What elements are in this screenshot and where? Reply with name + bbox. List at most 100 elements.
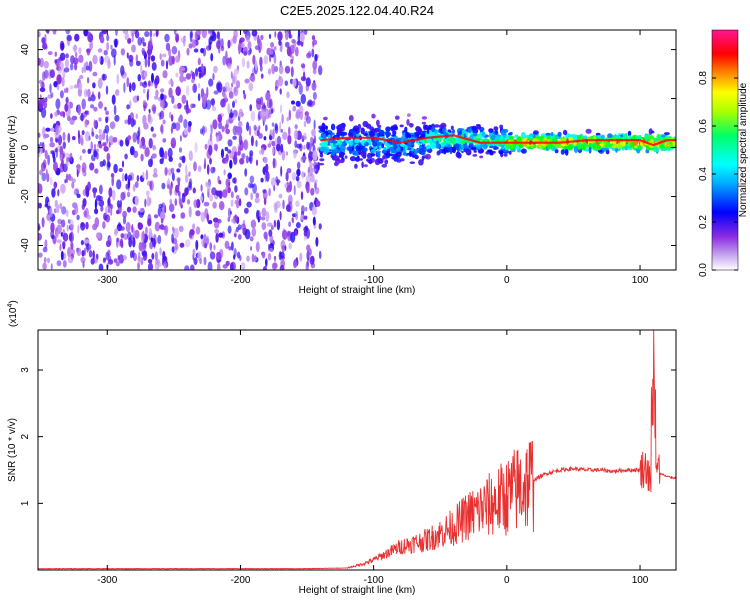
heatmap-cell (407, 113, 411, 117)
heatmap-cell (183, 128, 188, 136)
heatmap-cell (89, 162, 95, 171)
heatmap-cell (116, 209, 120, 215)
x-tick-label: -300 (97, 275, 117, 286)
heatmap-cell (171, 246, 175, 253)
heatmap-cell (93, 143, 97, 150)
heatmap-cell (408, 133, 412, 139)
heatmap-cell (180, 212, 186, 219)
heatmap-cell (596, 144, 602, 151)
heatmap-cell (148, 158, 153, 168)
heatmap-cell (171, 95, 175, 104)
heatmap-cell (344, 155, 348, 159)
heatmap-cell (57, 189, 60, 197)
heatmap-cell (248, 125, 252, 136)
heatmap-cell (70, 242, 74, 250)
heatmap-cell (76, 214, 80, 221)
heatmap-cell (217, 262, 221, 270)
heatmap-cell (205, 45, 211, 51)
heatmap-cell (195, 210, 201, 217)
heatmap-cell (214, 229, 220, 234)
heatmap-cell (50, 92, 54, 98)
heatmap-cell (384, 131, 390, 134)
heatmap-cell (171, 233, 175, 244)
heatmap-cell (132, 119, 137, 126)
heatmap-cell (280, 143, 284, 153)
heatmap-cell (267, 68, 272, 75)
heatmap-cell (144, 147, 150, 158)
heatmap-cell (197, 93, 201, 102)
heatmap-cell (139, 81, 143, 87)
heatmap-cell (305, 77, 311, 87)
heatmap-cell (376, 157, 382, 164)
heatmap-cell (234, 214, 238, 222)
heatmap-cell (499, 124, 504, 129)
colorbar-axis: 0.0 0.2 0.4 0.6 0.8 (698, 71, 738, 277)
heatmap-cell (259, 215, 262, 221)
heatmap-cell (136, 95, 139, 102)
heatmap-cell (538, 136, 545, 139)
heatmap-cell (188, 178, 193, 188)
heatmap-cell (120, 48, 126, 56)
heatmap-cell (498, 150, 504, 155)
heatmap-cell (178, 116, 182, 123)
heatmap-cell (56, 84, 60, 91)
heatmap-cell (100, 205, 104, 212)
heatmap-cell (276, 135, 282, 146)
heatmap-cell (442, 142, 448, 146)
heatmap-cell (648, 135, 654, 140)
heatmap-cell (284, 183, 288, 188)
heatmap-cell (306, 185, 310, 194)
heatmap-cell (81, 66, 84, 74)
heatmap-cell (170, 114, 174, 122)
y-tick-label: 3 (20, 367, 31, 373)
heatmap-cell (132, 237, 136, 248)
heatmap-cell (661, 134, 666, 138)
heatmap-cell (43, 101, 47, 109)
heatmap-cell (126, 104, 130, 110)
heatmap-cell (84, 239, 90, 244)
heatmap-cell (622, 133, 627, 140)
heatmap-cell (77, 224, 80, 234)
heatmap-cell (122, 160, 124, 168)
heatmap-cell (176, 102, 182, 109)
heatmap-cell (311, 82, 317, 91)
heatmap-cell (244, 207, 249, 214)
heatmap-cell (134, 181, 139, 189)
heatmap-cell (407, 147, 412, 151)
heatmap-cell (213, 90, 219, 95)
heatmap-cell (311, 48, 315, 58)
heatmap-cell (157, 234, 162, 245)
heatmap-cell (132, 206, 137, 213)
heatmap-cell (303, 215, 308, 220)
heatmap-cell (288, 126, 291, 137)
heatmap-cell (604, 147, 610, 150)
heatmap-cell (85, 61, 88, 68)
heatmap-cell (294, 140, 298, 149)
heatmap-cell (73, 57, 79, 65)
heatmap-cell (56, 203, 60, 214)
heatmap-cell (246, 201, 252, 208)
heatmap-cell (332, 140, 338, 144)
heatmap-cell (160, 59, 165, 67)
heatmap-cell (40, 162, 46, 172)
heatmap-cell (404, 126, 408, 132)
heatmap-cell (72, 136, 76, 141)
heatmap-cell (105, 110, 109, 116)
heatmap-cell (82, 261, 85, 268)
heatmap-cell (273, 219, 277, 228)
heatmap-cell (94, 168, 99, 174)
heatmap-cell (70, 248, 75, 256)
heatmap-cell (346, 146, 353, 151)
heatmap-cell (152, 145, 156, 151)
heatmap-cell (81, 162, 87, 173)
heatmap-cell (120, 65, 125, 76)
heatmap-cell (144, 30, 150, 38)
heatmap-cell (288, 242, 292, 250)
heatmap-cell (195, 226, 201, 235)
heatmap-cell (135, 60, 141, 66)
heatmap-cell (348, 140, 353, 147)
heatmap-cell (414, 151, 417, 155)
heatmap-cell (165, 60, 169, 70)
heatmap-cell (503, 153, 508, 157)
heatmap-cell (110, 44, 113, 50)
